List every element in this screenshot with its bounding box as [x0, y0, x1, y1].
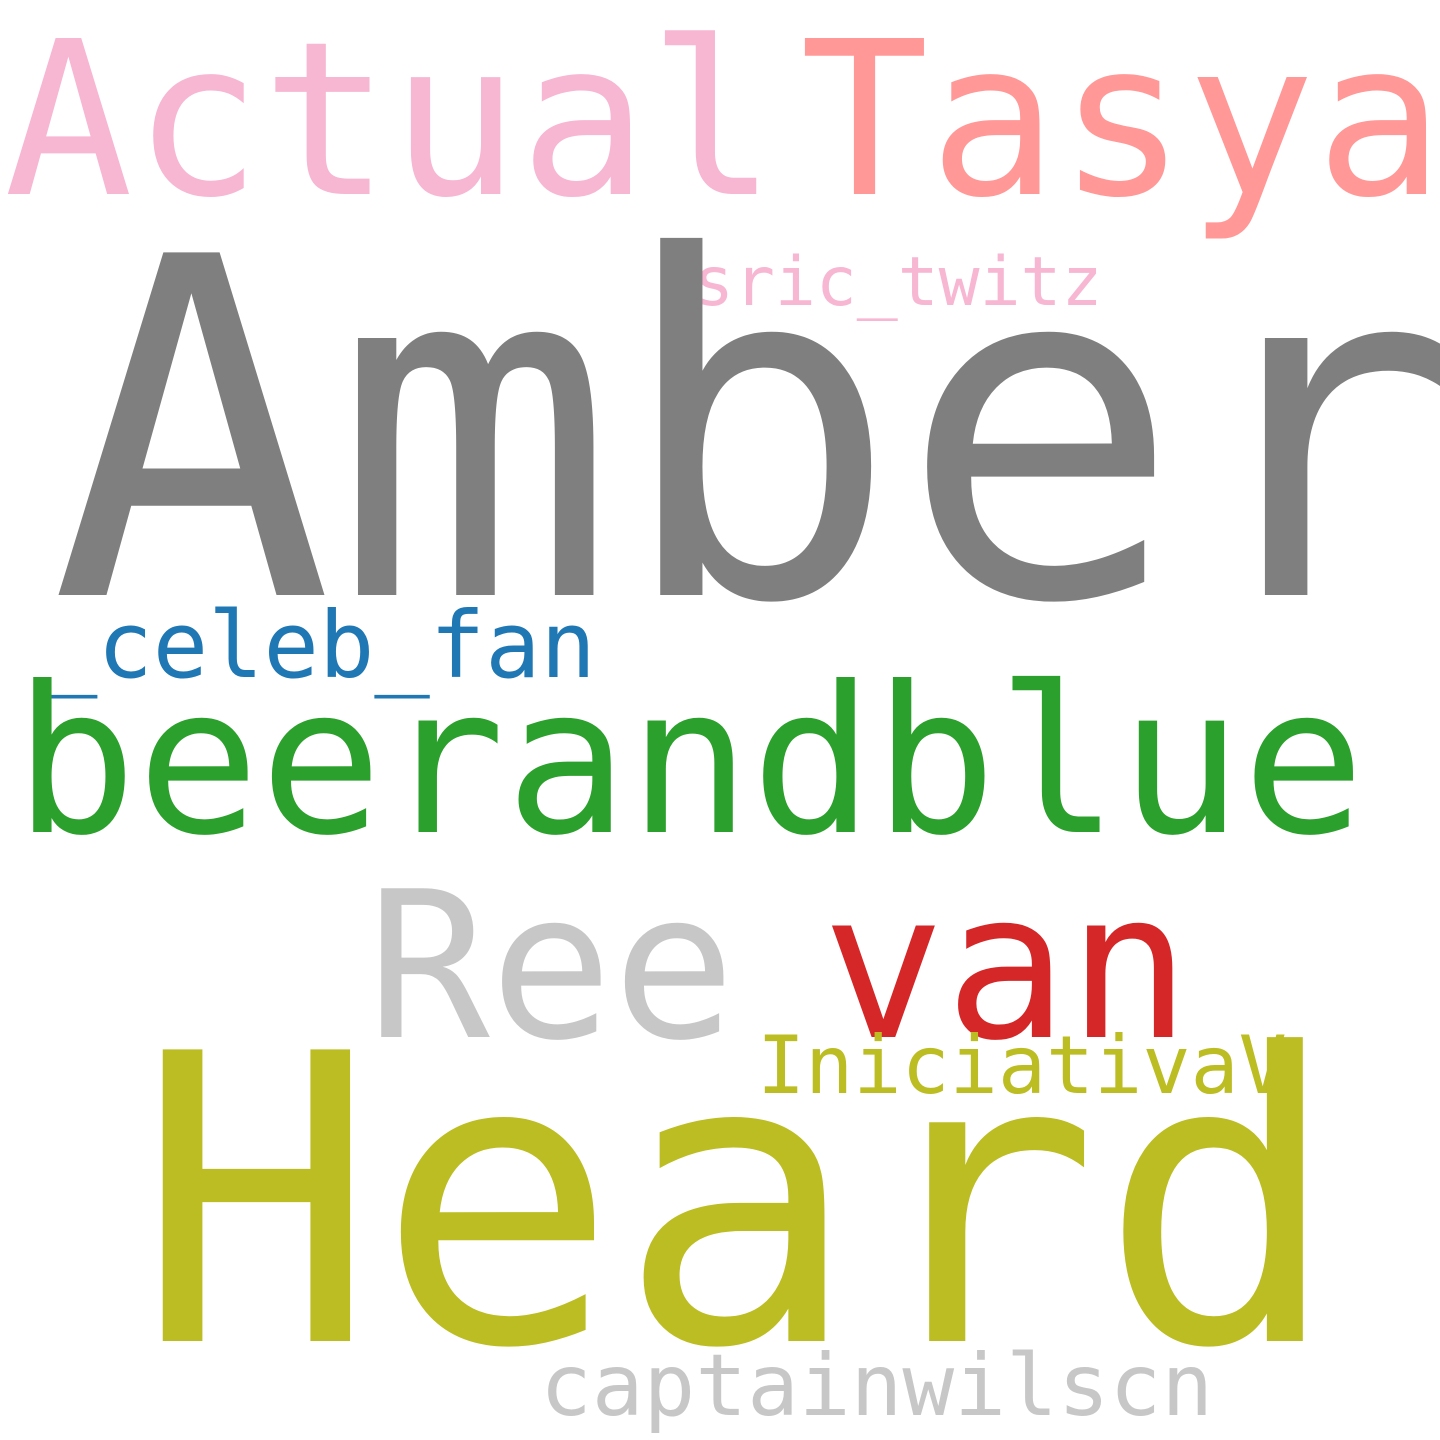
word-sric-twitz: sric_twitz	[693, 243, 1103, 322]
word-ree: Ree	[367, 849, 736, 1086]
word-tasya: Tasya	[800, 0, 1440, 245]
word-celeb-fan: _celeb_fan	[42, 592, 596, 699]
word-heard: Heard	[136, 971, 1341, 1436]
word-captainwilscn: captainwilscn	[540, 1336, 1214, 1436]
word-beerandblue: beerandblue	[14, 644, 1366, 881]
word-van: van	[822, 849, 1191, 1086]
word-iniciativav: IniciativaV	[757, 1019, 1287, 1112]
word-actual: Actual	[4, 0, 778, 245]
word-amber: Amber	[50, 159, 1440, 706]
